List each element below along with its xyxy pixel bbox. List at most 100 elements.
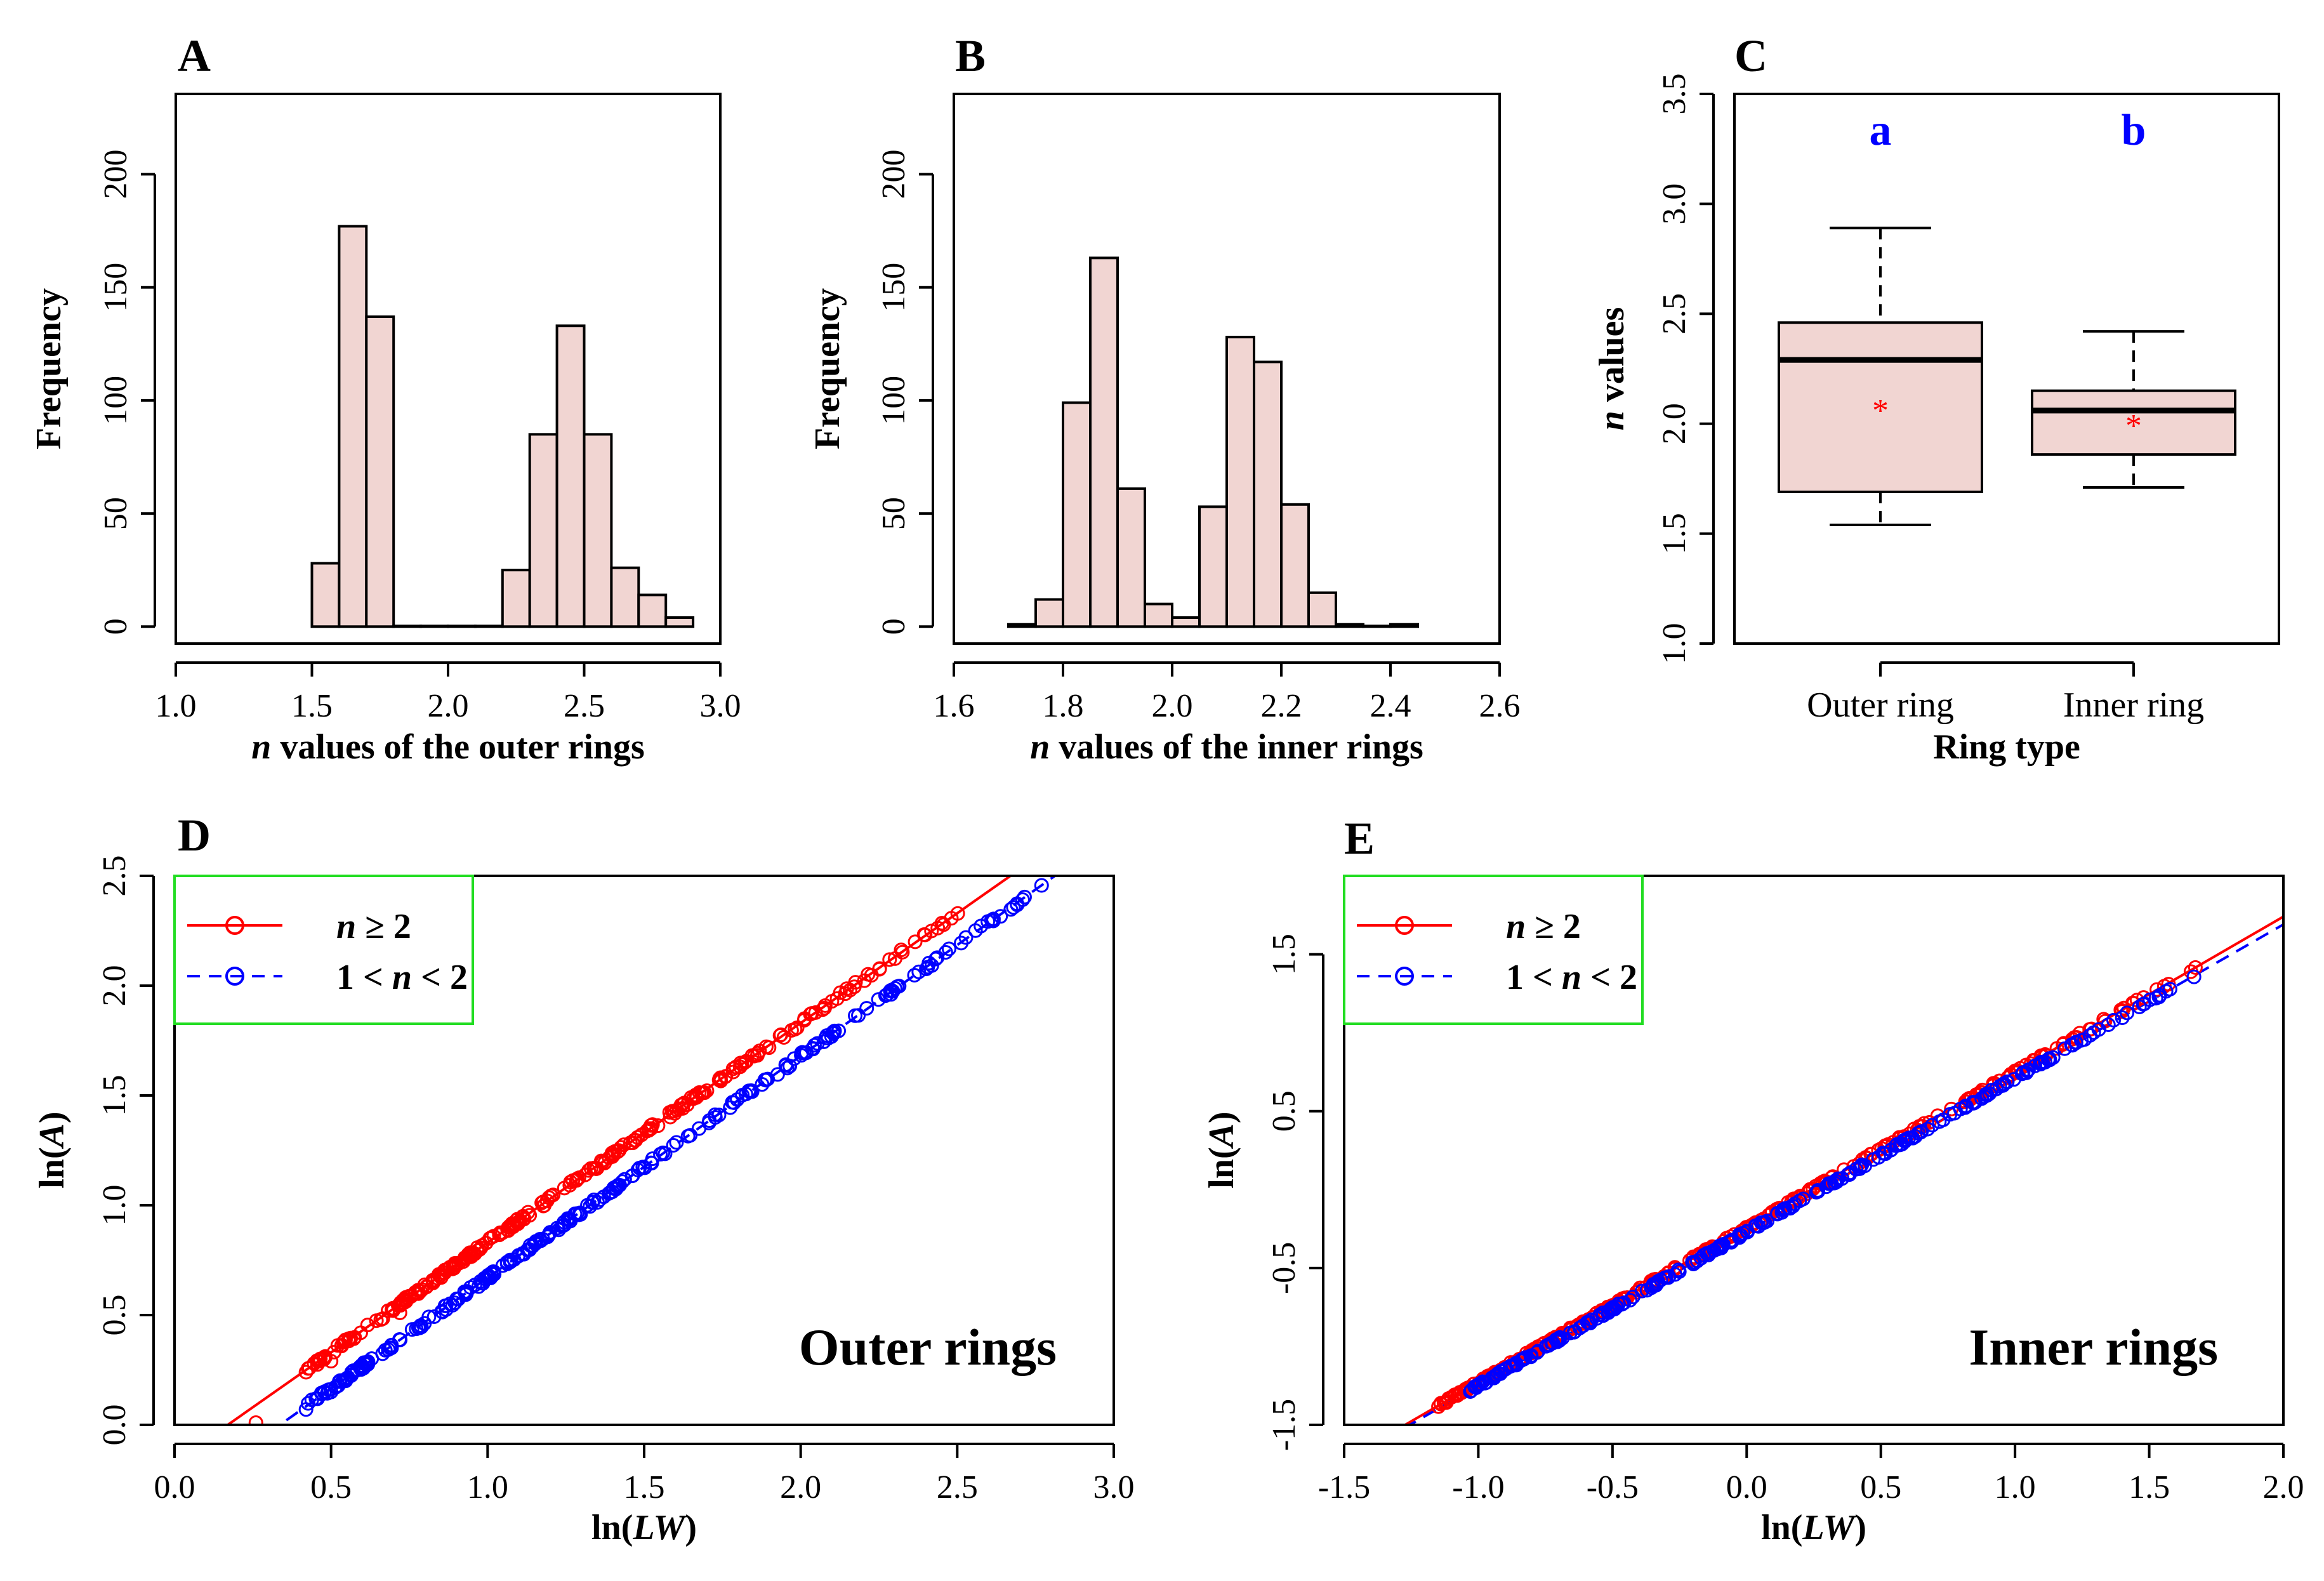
x-axis-label-c: Ring type: [1933, 727, 2080, 767]
data-point-red: [562, 1177, 578, 1193]
y-axis-e: -1.5 -0.5 0.5 1.5: [1266, 934, 1324, 1451]
plot-frame-d: [173, 875, 1115, 1426]
legend-label: 1 < n < 2: [336, 958, 468, 997]
panel-label-b: B: [955, 30, 986, 81]
x-axis-b-tick-label: 1.8: [1043, 688, 1084, 724]
mean-marker: *: [2125, 408, 2142, 444]
data-point-blue: [1966, 1095, 1981, 1111]
y-axis-c-tick-label: 1.5: [1656, 513, 1693, 554]
x-axis-a: 1.0 1.5 2.0 2.5 3.0: [155, 661, 741, 724]
data-point-blue: [1740, 1224, 1755, 1240]
x-axis-c: Outer ring Inner ring: [1807, 661, 2204, 725]
data-point-red: [587, 1160, 602, 1175]
data-point-blue: [993, 909, 1008, 924]
data-point-blue: [459, 1285, 474, 1300]
data-point-red: [414, 1282, 430, 1297]
data-point-blue: [2020, 1063, 2035, 1078]
data-point-blue: [1932, 1114, 1947, 1129]
data-point-blue: [1974, 1091, 1990, 1106]
data-point-red: [392, 1306, 407, 1321]
data-point-red: [774, 1027, 789, 1042]
data-point-blue: [482, 1270, 497, 1285]
data-point-blue: [2035, 1054, 2050, 1069]
x-axis-b-tick-label: 2.0: [1152, 688, 1193, 724]
y-axis-d-tick-label: 0.0: [96, 1405, 133, 1446]
x-axis-d-tick-label: 1.5: [624, 1469, 665, 1505]
data-point-blue: [1034, 878, 1049, 893]
data-point-blue: [540, 1229, 555, 1245]
box-iqr: [2031, 389, 2236, 456]
y-axis-a-tick-label: 0: [98, 618, 134, 635]
legend-d: n ≥ 2 1 < n < 2: [173, 875, 474, 1025]
x-axis-a-tick-label: 1.5: [291, 688, 333, 724]
legend-label-suffix: < 2: [1581, 958, 1637, 997]
legend-label-italic: n: [1562, 958, 1581, 997]
x-axis-d-tick-label: 1.0: [467, 1469, 508, 1505]
histogram-bar: [310, 562, 341, 628]
y-axis-a-tick-label: 200: [98, 150, 134, 199]
legend-label-suffix: < 2: [412, 958, 468, 997]
data-point-blue: [1920, 1121, 1935, 1137]
boxplot-outer: *a: [1778, 106, 1983, 526]
mean-marker: *: [1872, 393, 1889, 429]
data-point-blue: [471, 1279, 486, 1294]
data-point-red: [326, 1344, 341, 1359]
y-axis-d-tick-label: 1.5: [96, 1075, 133, 1116]
data-point-red: [788, 1022, 803, 1037]
x-axis-c-tick-label: Outer ring: [1807, 685, 1954, 725]
data-point-blue: [2068, 1035, 2083, 1050]
data-point-red: [861, 967, 876, 982]
panel-label-d: D: [178, 810, 211, 861]
data-point-red: [776, 1029, 791, 1045]
data-point-blue: [495, 1258, 510, 1273]
legend-label-prefix: 1 <: [336, 958, 392, 997]
data-point-blue: [615, 1174, 630, 1189]
y-axis-d-tick-label: 0.5: [96, 1295, 133, 1336]
histogram-bar: [1198, 505, 1228, 628]
data-point-red: [797, 1011, 812, 1026]
legend-marker: [225, 916, 244, 935]
panel-label-e: E: [1344, 813, 1375, 864]
data-point-blue: [301, 1396, 316, 1411]
data-point-blue: [1809, 1184, 1824, 1200]
y-axis-a-tick-label: 150: [98, 263, 134, 312]
data-point-blue: [880, 987, 895, 1002]
histogram-bar: [528, 433, 558, 628]
legend-marker: [225, 967, 244, 986]
x-axis-a-tick-label: 2.5: [564, 688, 605, 724]
data-point-red: [804, 1006, 819, 1021]
legend-entry-red: n ≥ 2: [1357, 907, 1581, 946]
histogram-bar: [1307, 591, 1337, 628]
data-point-red: [492, 1227, 507, 1243]
legend-label-rest: ≥ 2: [1526, 907, 1581, 946]
data-point-blue: [350, 1362, 365, 1377]
data-point-blue: [1687, 1255, 1702, 1271]
data-point-blue: [1878, 1146, 1893, 1161]
histogram-bar: [1034, 598, 1064, 628]
data-point-blue: [907, 968, 922, 983]
data-point-blue: [794, 1045, 809, 1061]
histogram-bar: [555, 324, 586, 628]
data-point-red: [571, 1170, 586, 1186]
data-point-red: [537, 1198, 552, 1213]
legend-label: 1 < n < 2: [1506, 958, 1637, 997]
x-axis-a-tick-label: 2.0: [428, 688, 469, 724]
group-letter: a: [1870, 106, 1892, 155]
data-point-blue: [550, 1220, 565, 1236]
data-point-red: [829, 991, 845, 1006]
y-axis-b-tick-label: 200: [876, 150, 912, 199]
data-point-red: [642, 1123, 657, 1138]
data-point-red: [298, 1365, 314, 1380]
data-point-blue: [1810, 1182, 1825, 1198]
y-axis-c-tick-label: 2.5: [1656, 293, 1693, 334]
histogram-bar: [1144, 602, 1173, 628]
data-point-blue: [2082, 1028, 2097, 1043]
y-axis-d: 0.0 0.5 1.0 1.5 2.0 2.5: [96, 856, 155, 1446]
x-axis-e-tick-label: 1.0: [1995, 1469, 2036, 1505]
scatter-points-d: [248, 878, 1049, 1425]
data-point-blue: [691, 1121, 706, 1136]
y-axis-c: 1.0 1.5 2.0 2.5 3.0 3.5: [1656, 74, 1715, 665]
data-point-red: [472, 1242, 487, 1257]
histogram-bars-b: [1007, 256, 1419, 628]
x-axis-d-tick-label: 2.5: [937, 1469, 978, 1505]
